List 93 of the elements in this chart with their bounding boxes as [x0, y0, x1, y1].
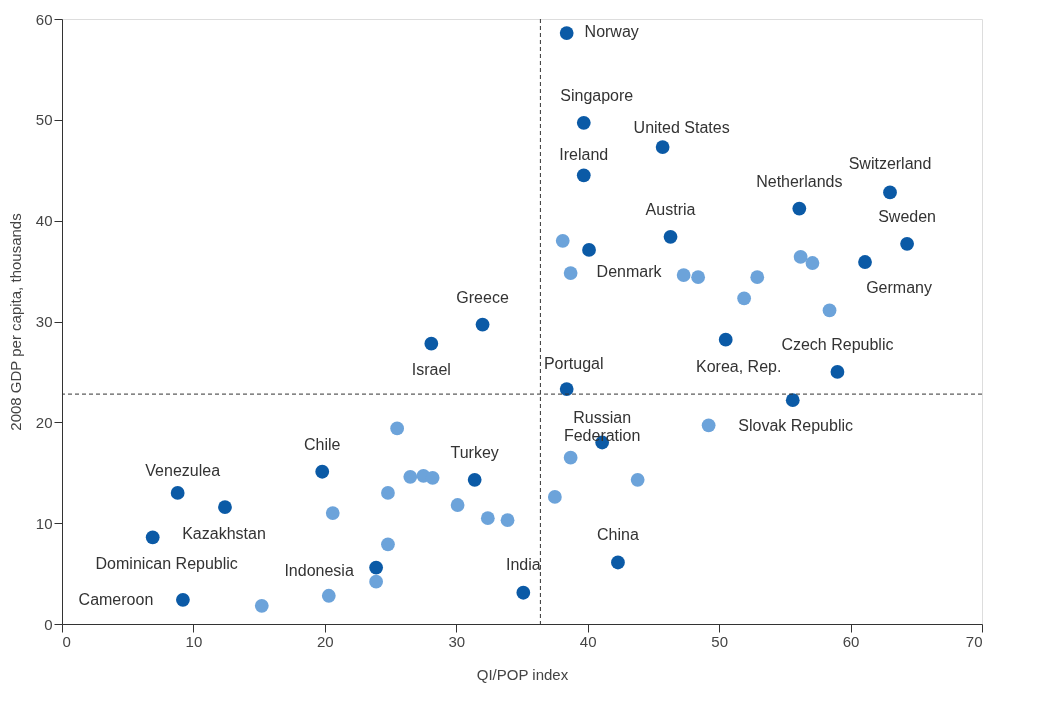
point [381, 486, 395, 500]
annotation: Germany [866, 279, 932, 297]
y-tick-label: 50 [35, 111, 53, 129]
point [254, 598, 269, 613]
annotation: Greece [456, 288, 509, 306]
point [830, 365, 845, 379]
y-tick-label: 20 [35, 413, 53, 431]
point [559, 382, 574, 396]
y-tick-label: 60 [35, 10, 53, 28]
point [555, 233, 570, 248]
point [750, 270, 765, 285]
point [450, 498, 465, 512]
annotation: Portugal [543, 355, 604, 373]
y-tick-label: 30 [35, 313, 53, 330]
annotation: India [505, 555, 541, 573]
x-tick-label: 40 [579, 632, 597, 650]
y-axis-title: 2008 GDP per capita, thousands [6, 213, 24, 431]
annotation: Sweden [878, 207, 936, 225]
point [559, 26, 574, 40]
annotation: Slovak Republic [738, 417, 853, 435]
point [582, 243, 596, 257]
annotation: Austria [645, 200, 696, 218]
point [630, 472, 645, 487]
x-tick-label: 70 [965, 632, 983, 650]
point [718, 332, 733, 347]
point [425, 470, 440, 485]
point [369, 574, 384, 589]
point [822, 303, 837, 318]
point [655, 140, 670, 154]
point [516, 585, 531, 600]
point [424, 336, 439, 351]
annotation: Cameroon [78, 590, 154, 608]
annotation: Switzerland [848, 155, 932, 173]
point [792, 201, 807, 216]
annotation: Turkey [450, 443, 499, 461]
point [883, 185, 897, 200]
point [170, 486, 185, 500]
point [805, 256, 820, 270]
point [793, 250, 808, 264]
point [663, 229, 678, 244]
x-tick-label: 0 [62, 632, 71, 650]
annotation: Norway [584, 23, 639, 41]
point [576, 168, 591, 183]
point [691, 270, 706, 285]
point [858, 255, 872, 269]
annotation: Kazakhstan [182, 525, 266, 543]
point [218, 500, 232, 514]
point [701, 418, 716, 433]
point [576, 115, 591, 130]
point [563, 266, 578, 280]
point [563, 450, 578, 465]
x-tick-label: 30 [448, 632, 466, 650]
annotation: Venezulea [145, 461, 221, 479]
point [467, 472, 482, 487]
point [500, 513, 515, 528]
annotation: Dominican Republic [95, 555, 238, 573]
point [611, 555, 625, 570]
annotation: Indonesia [284, 561, 354, 579]
annotation: Russian Federation [563, 408, 641, 444]
annotation: Chile [303, 435, 341, 453]
x-axis-title: QI/POP index [476, 665, 569, 683]
y-tick-label: 40 [35, 212, 53, 230]
annotation: Denmark [596, 262, 663, 280]
point [315, 464, 330, 479]
x-tick-label: 50 [711, 632, 728, 650]
annotation: Netherlands [756, 172, 843, 190]
point [480, 511, 495, 525]
point [676, 268, 691, 282]
annotation: Ireland [559, 146, 609, 164]
y-tick-label: 10 [35, 514, 53, 532]
point [176, 592, 190, 607]
point [390, 421, 405, 436]
point [369, 560, 384, 575]
point [145, 530, 160, 545]
annotation: Czech Republic [781, 335, 894, 353]
point [547, 490, 562, 504]
x-tick-label: 20 [317, 632, 334, 650]
annotation: Israel [411, 360, 451, 378]
point [785, 393, 800, 408]
point [381, 537, 395, 552]
annotation: China [597, 526, 639, 544]
x-tick-label: 60 [842, 632, 860, 650]
point [321, 588, 336, 603]
point [900, 236, 914, 251]
point [737, 291, 752, 306]
point [475, 317, 490, 332]
x-tick-label: 10 [185, 632, 203, 650]
point [403, 469, 418, 484]
point [325, 506, 340, 520]
annotation: United States [633, 119, 730, 137]
annotation: Singapore [560, 86, 634, 104]
annotation: Korea, Rep. [696, 357, 782, 375]
y-tick-label: 0 [44, 615, 53, 633]
